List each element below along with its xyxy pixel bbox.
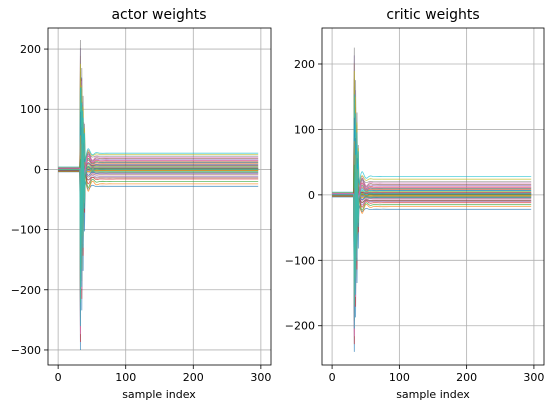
- series-line: [58, 77, 259, 351]
- series-line: [58, 55, 259, 232]
- series-line: [58, 93, 259, 311]
- series-line: [58, 80, 259, 335]
- series-line: [58, 78, 259, 343]
- series-line: [332, 149, 532, 282]
- series-line: [332, 131, 532, 313]
- series-line: [332, 55, 532, 269]
- series-line: [332, 70, 532, 258]
- x-axis-label: sample index: [122, 388, 196, 401]
- x-tick-label: 100: [115, 371, 136, 384]
- series-line: [332, 128, 532, 321]
- y-tick-label: −200: [11, 284, 41, 297]
- series-line: [58, 71, 259, 221]
- y-tick-label: 0: [308, 189, 315, 202]
- series-line: [332, 118, 532, 337]
- y-ticks: −200 −100 0 100 200: [285, 58, 322, 333]
- chart-title: critic weights: [386, 7, 479, 23]
- series-line: [332, 137, 532, 306]
- y-tick-label: −300: [11, 344, 41, 357]
- x-tick-label: 200: [456, 371, 477, 384]
- series-line: [332, 143, 532, 290]
- panel-actor: actor weights 0 100 200 300 −300 −200 −100 0 10…: [11, 7, 272, 401]
- series-line: [332, 47, 532, 271]
- x-tick-label: 300: [523, 371, 544, 384]
- x-tick-label: 0: [55, 371, 62, 384]
- series-line: [58, 129, 259, 247]
- series-line: [332, 78, 532, 256]
- series-line: [332, 114, 532, 352]
- series-line: [332, 141, 532, 224]
- series-line: [332, 124, 532, 329]
- series-line: [58, 106, 259, 287]
- x-axis-label: sample index: [396, 388, 470, 401]
- series-lines: [58, 39, 259, 351]
- series-line: [332, 116, 532, 345]
- y-tick-label: −100: [11, 224, 41, 237]
- y-tick-label: 100: [294, 123, 315, 136]
- series-line: [58, 112, 259, 279]
- series-line: [332, 86, 532, 254]
- series-line: [58, 131, 259, 239]
- x-ticks: 0 100 200 300: [55, 365, 271, 384]
- series-line: [332, 94, 532, 245]
- series-line: [332, 63, 532, 266]
- series-line: [332, 102, 532, 244]
- x-tick-label: 300: [250, 371, 271, 384]
- plot-frame: [47, 27, 272, 366]
- plot-frame: [321, 27, 545, 366]
- x-ticks: 0 100 200 300: [329, 365, 544, 384]
- x-tick-label: 100: [389, 371, 410, 384]
- y-tick-label: −200: [285, 320, 315, 333]
- y-tick-label: 200: [20, 43, 41, 56]
- y-tick-label: 0: [34, 163, 41, 176]
- series-line: [58, 87, 259, 327]
- series-line: [332, 141, 532, 298]
- series-line: [58, 91, 259, 319]
- series-line: [58, 116, 259, 271]
- y-tick-label: 200: [294, 58, 315, 71]
- series-line: [58, 47, 259, 234]
- x-tick-label: 0: [329, 371, 336, 384]
- series-line: [58, 39, 259, 236]
- chart-title: actor weights: [111, 7, 206, 23]
- series-line: [58, 103, 259, 295]
- y-tick-label: 100: [20, 103, 41, 116]
- series-line: [58, 63, 259, 223]
- y-tick-label: −100: [285, 254, 315, 267]
- panel-critic: critic weights 0 100 200 300 −200 −100 0 100 20…: [285, 7, 545, 401]
- x-tick-label: 200: [183, 371, 204, 384]
- grid: [48, 28, 271, 365]
- series-line: [58, 99, 259, 303]
- y-ticks: −300 −200 −100 0 100 200: [11, 43, 48, 357]
- series-lines: [332, 47, 532, 352]
